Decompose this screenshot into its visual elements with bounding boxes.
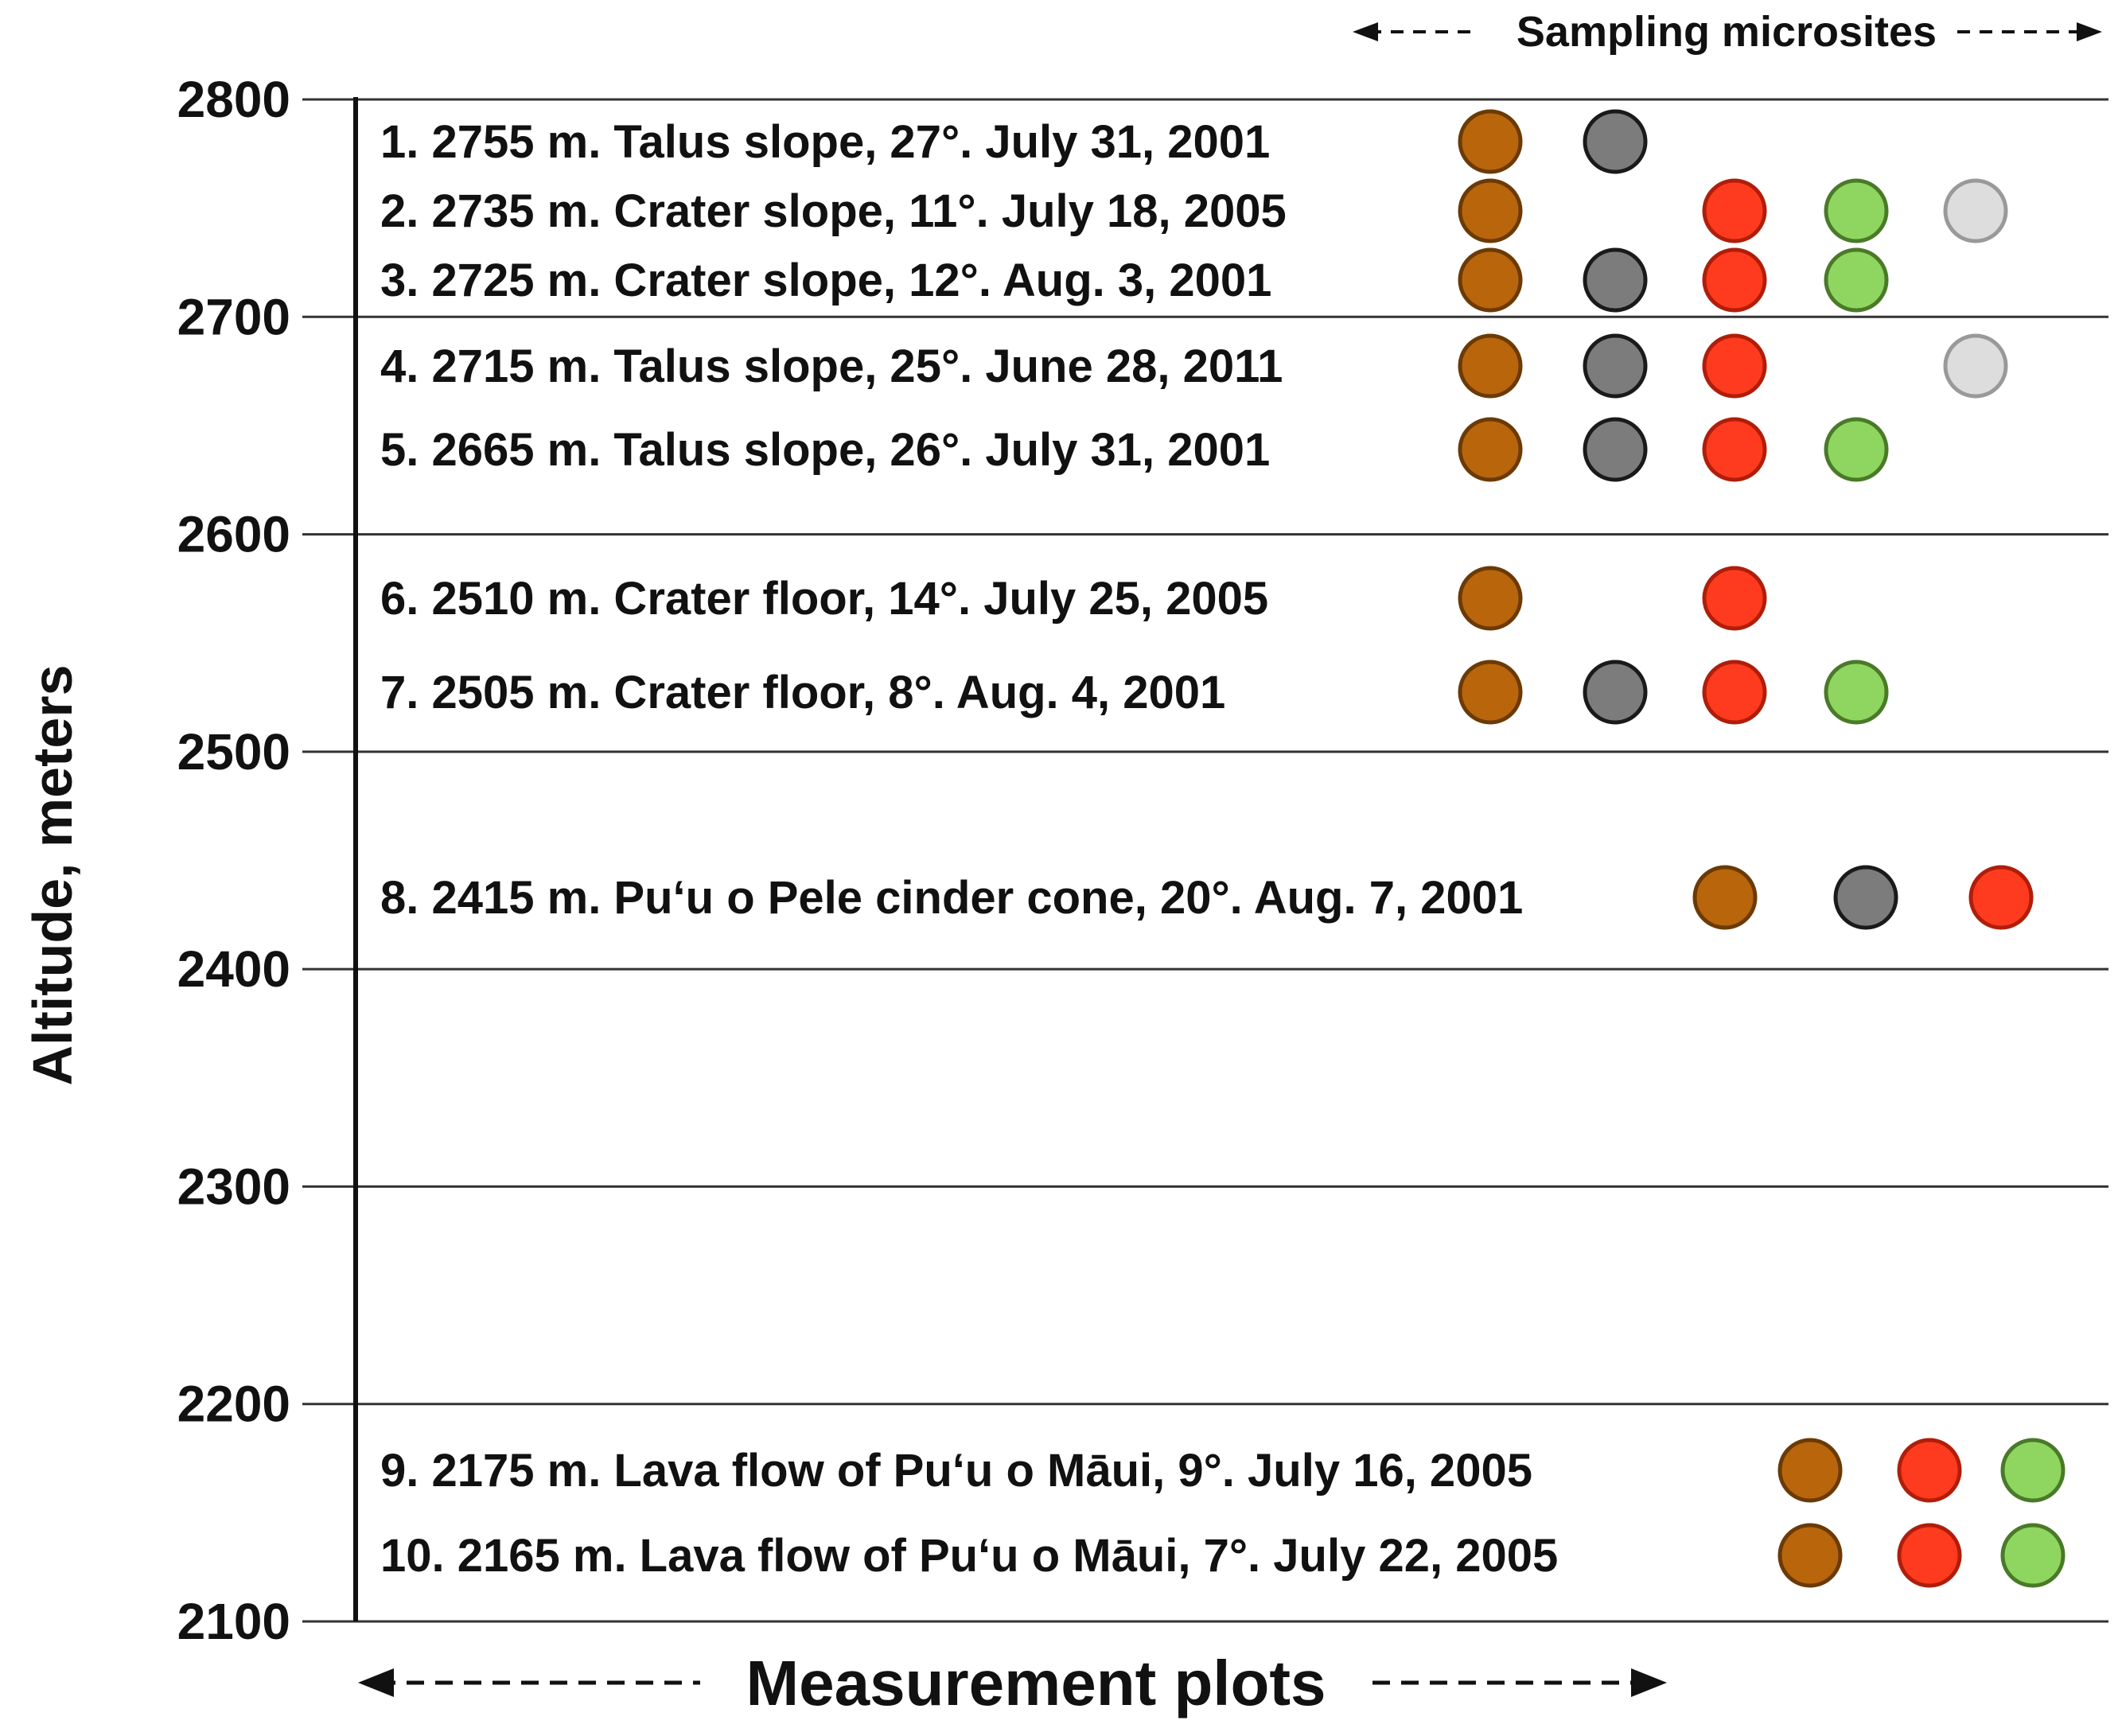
plot-label: 6. 2510 m. Crater floor, 14°. July 25, 2… [380,573,1268,625]
plot-label: 10. 2165 m. Lava flow of Pu‘u o Māui, 7°… [380,1530,1558,1582]
microsite-dot [1824,247,1889,313]
y-tick-label: 2500 [177,723,290,780]
microsite-dot [1458,247,1523,313]
microsite-dot [1458,566,1523,631]
microsite-dot [1583,660,1648,725]
plot-label: 5. 2665 m. Talus slope, 26°. July 31, 20… [380,424,1270,476]
microsite-dot [1458,660,1523,725]
microsite-dot [1968,865,2034,930]
y-tick-label: 2100 [177,1593,290,1650]
microsite-dot [1702,417,1767,482]
microsite-dot [1897,1523,1962,1588]
x-label-left-arrowhead [358,1668,394,1697]
microsite-dot [1777,1438,1843,1503]
plot-label: 9. 2175 m. Lava flow of Pu‘u o Māui, 9°.… [380,1445,1532,1497]
plot-label: 3. 2725 m. Crater slope, 12°. Aug. 3, 20… [380,255,1271,306]
microsite-dot [1458,178,1523,243]
plot-row: 1. 2755 m. Talus slope, 27°. July 31, 20… [380,109,1648,174]
y-tick-label: 2800 [177,71,290,128]
microsite-dot [1824,660,1889,725]
microsite-dot [1583,247,1648,313]
x-label-right-arrowhead [1631,1668,1667,1697]
plot-label: 1. 2755 m. Talus slope, 27°. July 31, 20… [380,116,1270,168]
top-label: Sampling microsites [1517,8,1937,56]
plot-label: 8. 2415 m. Pu‘u o Pele cinder cone, 20°.… [380,872,1523,924]
plot-row: 4. 2715 m. Talus slope, 25°. June 28, 20… [380,333,2008,399]
microsite-dot [1702,178,1767,243]
plot-label: 2. 2735 m. Crater slope, 11°. July 18, 2… [380,185,1287,237]
plot-label: 7. 2505 m. Crater floor, 8°. Aug. 4, 200… [380,667,1225,718]
microsite-dot [1702,247,1767,313]
microsite-dot [1824,417,1889,482]
y-tick-label: 2300 [177,1158,290,1215]
microsite-dot [1583,109,1648,174]
plot-row: 3. 2725 m. Crater slope, 12°. Aug. 3, 20… [380,247,1889,313]
y-tick-label: 2400 [177,940,290,998]
y-axis-label: Altitude, meters [21,665,84,1086]
top-label-right-arrowhead [2077,22,2102,41]
microsite-dot [1583,417,1648,482]
plot-row: 7. 2505 m. Crater floor, 8°. Aug. 4, 200… [380,660,1889,725]
x-axis-label-group: Measurement plots [358,1648,1667,1718]
microsite-dot [1702,566,1767,631]
plot-rows: 1. 2755 m. Talus slope, 27°. July 31, 20… [380,109,2066,1588]
microsite-dot [1777,1523,1843,1588]
microsite-dot [1458,109,1523,174]
y-tick-label: 2200 [177,1376,290,1433]
y-tick-label: 2700 [177,288,290,345]
x-axis-label: Measurement plots [746,1648,1326,1718]
microsite-dot [1458,417,1523,482]
top-label-group: Sampling microsites [1353,8,2102,56]
y-tick-label: 2600 [177,506,290,563]
plot-label: 4. 2715 m. Talus slope, 25°. June 28, 20… [380,341,1283,392]
microsite-dot [1833,865,1898,930]
microsite-dot [1943,333,2008,399]
gridlines [302,98,2108,1623]
plot-row: 2. 2735 m. Crater slope, 11°. July 18, 2… [380,178,2008,243]
plot-row: 9. 2175 m. Lava flow of Pu‘u o Māui, 9°.… [380,1438,2066,1503]
microsite-dot [1692,865,1758,930]
top-label-left-arrowhead [1353,22,1378,41]
microsite-dot [1702,333,1767,399]
plot-row: 6. 2510 m. Crater floor, 14°. July 25, 2… [380,566,1767,631]
microsite-dot [1583,333,1648,399]
microsite-dot [1897,1438,1962,1503]
microsite-dot [2000,1523,2066,1588]
microsite-dot [1458,333,1523,399]
y-tick-labels: 2800 2700 2600 2500 2400 2300 2200 2100 [177,71,290,1650]
microsite-dot [1943,178,2008,243]
microsite-dot [1702,660,1767,725]
plot-row: 5. 2665 m. Talus slope, 26°. July 31, 20… [380,417,1889,482]
plot-row: 8. 2415 m. Pu‘u o Pele cinder cone, 20°.… [380,865,2034,930]
microsite-dot [2000,1438,2066,1503]
microsite-dot [1824,178,1889,243]
plot-row: 10. 2165 m. Lava flow of Pu‘u o Māui, 7°… [380,1523,2066,1588]
